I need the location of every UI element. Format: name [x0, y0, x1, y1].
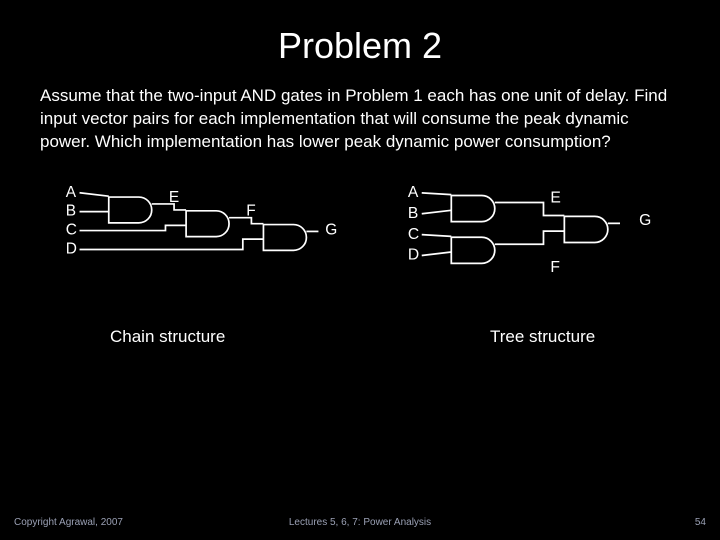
and-gate-icon — [564, 216, 607, 242]
tree-input-b: B — [408, 205, 418, 222]
chain-input-d: D — [66, 240, 77, 257]
tree-label-g: G — [639, 212, 651, 229]
page-title: Problem 2 — [0, 0, 720, 67]
tree-input-c: C — [408, 226, 419, 243]
chain-label-g: G — [325, 221, 337, 238]
chain-diagram: A B C D E F G — [50, 179, 360, 289]
chain-input-c: C — [66, 221, 77, 238]
chain-input-b: B — [66, 203, 76, 220]
chain-input-a: A — [66, 184, 77, 201]
chain-caption: Chain structure — [110, 327, 225, 347]
tree-label-e: E — [550, 189, 560, 206]
footer-lecture: Lectures 5, 6, 7: Power Analysis — [289, 517, 431, 528]
chain-wires — [80, 193, 319, 250]
tree-diagram: A B C D E F G — [395, 179, 685, 299]
and-gate-icon — [451, 237, 494, 263]
footer-copyright: Copyright Agrawal, 2007 — [14, 517, 123, 528]
and-gate-icon — [263, 224, 306, 250]
problem-text: Assume that the two-input AND gates in P… — [0, 67, 720, 154]
diagrams-area: A B C D E F G Chain structure A B C D E … — [0, 169, 720, 369]
and-gate-icon — [186, 211, 229, 237]
tree-input-d: D — [408, 246, 419, 263]
tree-label-f: F — [550, 259, 560, 276]
tree-caption: Tree structure — [490, 327, 595, 347]
and-gate-icon — [451, 195, 494, 221]
tree-input-a: A — [408, 184, 419, 201]
and-gate-icon — [109, 197, 152, 223]
footer-page-number: 54 — [695, 517, 706, 528]
